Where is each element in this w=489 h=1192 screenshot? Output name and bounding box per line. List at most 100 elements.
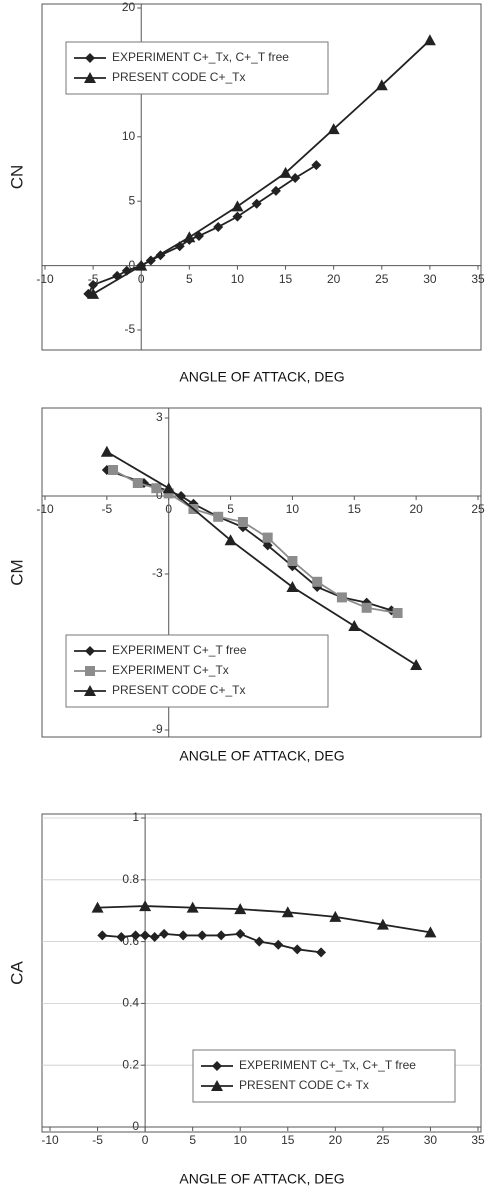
y-tick-label: 0.8 bbox=[122, 872, 139, 886]
y-tick-label: 0 bbox=[132, 1119, 139, 1133]
marker bbox=[290, 173, 301, 184]
marker bbox=[316, 947, 327, 958]
series-line bbox=[97, 905, 431, 934]
marker bbox=[116, 931, 127, 942]
marker bbox=[262, 540, 273, 551]
y-axis-label: CN bbox=[7, 165, 26, 190]
legend-label: EXPERIMENT C+_Tx bbox=[112, 663, 229, 677]
marker bbox=[251, 198, 262, 209]
series-line bbox=[92, 39, 431, 295]
x-tick-label: 25 bbox=[376, 1133, 390, 1147]
x-tick-label: 35 bbox=[471, 272, 485, 286]
x-tick-label: 20 bbox=[329, 1133, 343, 1147]
marker bbox=[329, 910, 342, 922]
legend-label: EXPERIMENT C+_Tx, C+_T free bbox=[112, 50, 289, 64]
marker bbox=[159, 928, 170, 939]
x-tick-label: -10 bbox=[36, 272, 54, 286]
x-axis-label: ANGLE OF ATTACK, DEG bbox=[179, 369, 344, 385]
legend-marker bbox=[212, 1061, 222, 1071]
y-tick-label: 5 bbox=[129, 193, 136, 207]
marker bbox=[130, 930, 141, 941]
y-tick-label: -5 bbox=[125, 322, 136, 336]
plot-frame bbox=[41, 813, 482, 1133]
x-tick-label: -10 bbox=[36, 502, 54, 516]
marker bbox=[100, 445, 113, 457]
x-tick-label: 5 bbox=[227, 502, 234, 516]
marker bbox=[197, 930, 208, 941]
marker bbox=[213, 511, 224, 522]
marker bbox=[410, 659, 423, 670]
legend-marker bbox=[85, 53, 95, 63]
marker bbox=[186, 901, 199, 913]
y-axis-label: CA bbox=[7, 961, 26, 985]
y-tick-label: 3 bbox=[156, 410, 163, 424]
legend-label: EXPERIMENT C+_T free bbox=[112, 643, 247, 657]
marker bbox=[183, 231, 196, 243]
y-tick-label: 20 bbox=[122, 0, 136, 14]
x-tick-label: 0 bbox=[142, 1133, 149, 1147]
marker bbox=[281, 906, 294, 918]
marker bbox=[132, 478, 143, 488]
legend-marker bbox=[211, 1080, 223, 1091]
marker bbox=[87, 287, 100, 299]
marker bbox=[287, 556, 298, 566]
x-tick-label: 20 bbox=[327, 272, 341, 286]
x-tick-label: 30 bbox=[424, 1133, 438, 1147]
x-tick-label: 25 bbox=[375, 272, 389, 286]
x-tick-label: -5 bbox=[92, 1133, 103, 1147]
marker bbox=[270, 185, 281, 196]
x-tick-label: 5 bbox=[186, 272, 193, 286]
x-tick-label: 25 bbox=[471, 502, 485, 516]
marker bbox=[97, 930, 108, 941]
marker bbox=[235, 928, 246, 939]
x-axis-label: ANGLE OF ATTACK, DEG bbox=[179, 1171, 344, 1187]
legend-box bbox=[192, 1049, 456, 1103]
x-tick-label: 15 bbox=[281, 1133, 295, 1147]
marker bbox=[312, 576, 323, 587]
x-tick-label: 10 bbox=[234, 1133, 248, 1147]
marker bbox=[292, 944, 303, 955]
marker bbox=[121, 265, 132, 276]
marker bbox=[178, 930, 189, 941]
x-tick-label: 10 bbox=[286, 502, 300, 516]
legend-marker bbox=[84, 72, 96, 83]
marker bbox=[361, 602, 372, 613]
x-axis-label: ANGLE OF ATTACK, DEG bbox=[179, 748, 344, 764]
marker bbox=[149, 931, 160, 942]
marker bbox=[286, 581, 299, 592]
legend-marker bbox=[85, 646, 95, 656]
marker bbox=[213, 221, 224, 232]
y-axis-label: CM bbox=[7, 559, 26, 585]
marker bbox=[423, 34, 436, 46]
marker bbox=[151, 483, 162, 494]
plot-frame bbox=[41, 3, 482, 351]
legend-box bbox=[65, 634, 329, 708]
x-tick-label: 35 bbox=[471, 1133, 485, 1147]
legend-label: PRESENT CODE C+_Tx bbox=[112, 70, 245, 84]
legend-label: EXPERIMENT C+_Tx, C+_T free bbox=[239, 1058, 416, 1072]
y-tick-label: -3 bbox=[152, 566, 163, 580]
series-line bbox=[106, 451, 417, 666]
marker bbox=[91, 901, 104, 913]
marker bbox=[231, 200, 244, 212]
x-tick-label: 30 bbox=[423, 272, 437, 286]
marker bbox=[392, 608, 403, 618]
marker bbox=[139, 900, 152, 912]
x-tick-label: -5 bbox=[102, 502, 113, 516]
marker bbox=[254, 936, 265, 947]
x-tick-label: 5 bbox=[189, 1133, 196, 1147]
marker bbox=[375, 79, 388, 91]
marker bbox=[216, 930, 227, 941]
plot-frame bbox=[41, 407, 482, 738]
legend-label: PRESENT CODE C+_Tx bbox=[112, 683, 245, 697]
x-tick-label: -10 bbox=[41, 1133, 59, 1147]
y-tick-label: 0.4 bbox=[122, 996, 139, 1010]
legend-box bbox=[65, 41, 329, 95]
x-tick-label: -5 bbox=[88, 272, 99, 286]
marker bbox=[162, 482, 175, 494]
y-tick-label: 10 bbox=[122, 129, 136, 143]
marker bbox=[327, 123, 340, 135]
marker bbox=[88, 279, 99, 290]
